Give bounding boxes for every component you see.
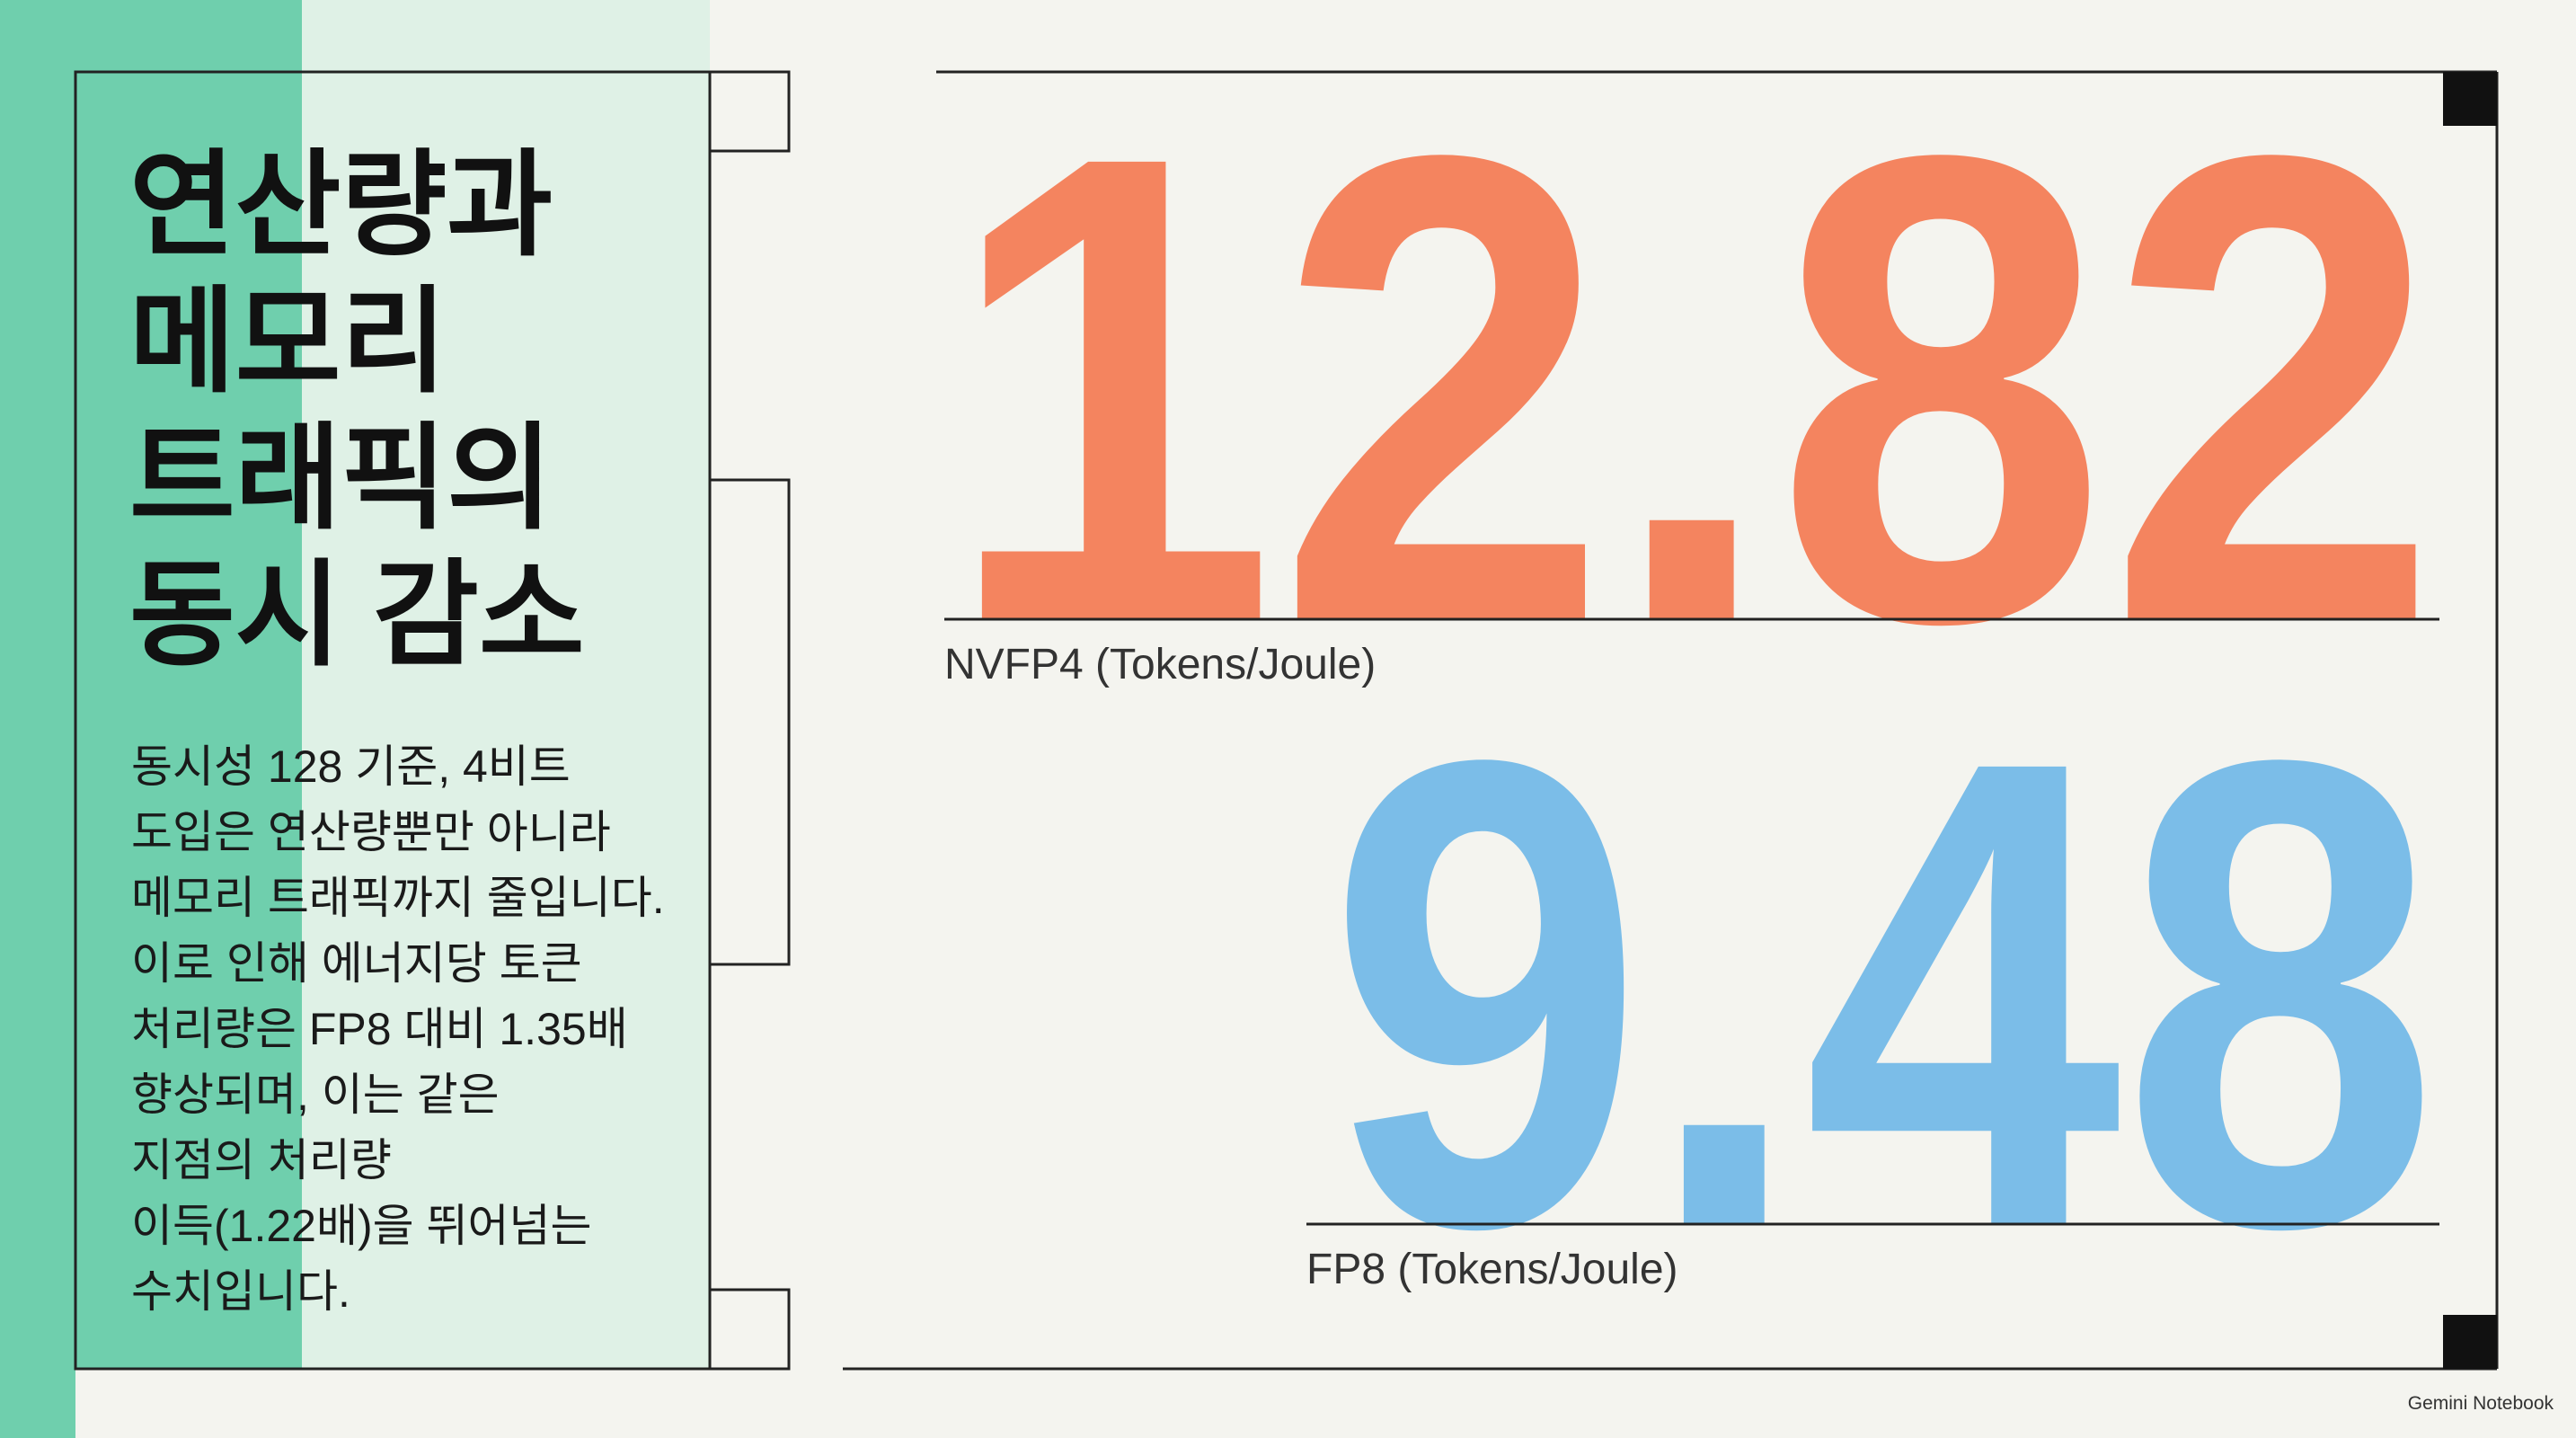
body-line: 처리량은 FP8 대비 1.35배 (131, 1004, 628, 1054)
body-line: 이득(1.22배)을 뛰어넘는 (131, 1201, 592, 1251)
brackets (710, 70, 791, 1371)
light-panel (302, 0, 710, 1369)
corner-square (2443, 1315, 2497, 1369)
green-strip (0, 0, 75, 1438)
title-line: 메모리 (129, 278, 447, 406)
frame (843, 70, 2499, 1371)
body-line: 동시성 128 기준, 4비트 (131, 741, 571, 792)
green-panel (75, 0, 302, 1369)
text-box (74, 70, 712, 1371)
body-line: 메모리 트래픽까지 줄입니다. (131, 873, 665, 923)
corner-square (2443, 72, 2497, 126)
metric-label: NVFP4 (Tokens/Joule) (944, 641, 1376, 688)
title-line: 트래픽의 (129, 414, 553, 543)
metric-value: 12.82 (944, 17, 2439, 760)
metric-label: FP8 (Tokens/Joule) (1306, 1246, 1678, 1293)
title-line: 동시 감소 (129, 551, 585, 679)
body-line: 도입은 연산량뿐만 아니라 (131, 807, 611, 857)
body-line: 수치입니다. (131, 1266, 350, 1317)
brand: Gemini Notebook (2408, 1393, 2554, 1414)
metric-value: 9.48 (1327, 622, 2439, 1365)
body-line: 지점의 처리량 (131, 1135, 392, 1185)
body-line: 향상되며, 이는 같은 (131, 1070, 500, 1120)
title-line: 연산량과 (129, 141, 553, 270)
body-line: 이로 인해 에너지당 토큰 (131, 938, 582, 989)
